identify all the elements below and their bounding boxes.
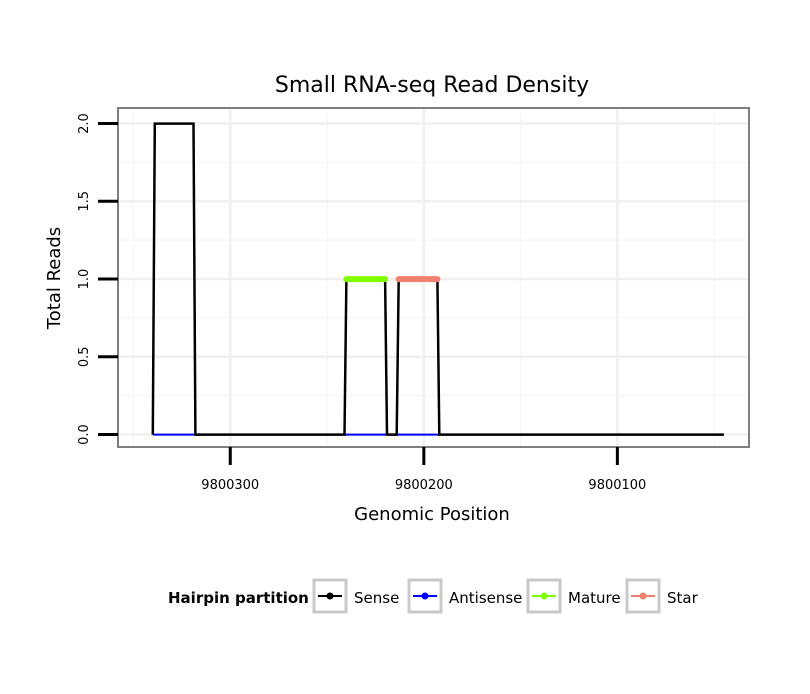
y-tick-label: 1.5 xyxy=(77,191,92,212)
legend-key-point-mature xyxy=(540,592,548,600)
y-tick-label: 1.0 xyxy=(77,269,92,290)
legend-key-point-antisense xyxy=(421,592,429,600)
x-tick-label: 9800200 xyxy=(395,478,453,493)
legend-label-antisense: Antisense xyxy=(449,589,522,607)
plot-panel-border xyxy=(117,107,750,448)
legend-key-point-sense xyxy=(326,592,334,600)
y-tick-label: 0.0 xyxy=(77,424,92,445)
data-series xyxy=(151,122,724,436)
legend-title: Hairpin partition xyxy=(168,589,309,607)
x-axis-title: Genomic Position xyxy=(354,504,510,525)
y-tick-label: 2.0 xyxy=(77,113,92,134)
legend-key-point-star xyxy=(639,592,647,600)
x-tick-label: 9800100 xyxy=(588,478,646,493)
legend: Hairpin partition Sense Antisense Mature St… xyxy=(168,578,699,614)
y-tick-label: 0.5 xyxy=(77,346,92,367)
legend-key-mature xyxy=(526,578,562,614)
x-tick-label: 9800300 xyxy=(201,478,259,493)
chart-title: Small RNA-seq Read Density xyxy=(275,73,589,98)
legend-label-sense: Sense xyxy=(354,589,399,607)
axis-ticks: 0.0 0.5 1.0 1.5 2.0 9800300 9800200 9800100 xyxy=(77,113,646,493)
legend-label-star: Star xyxy=(667,589,699,607)
y-axis-title: Total Reads xyxy=(44,227,65,330)
legend-label-mature: Mature xyxy=(568,589,621,607)
